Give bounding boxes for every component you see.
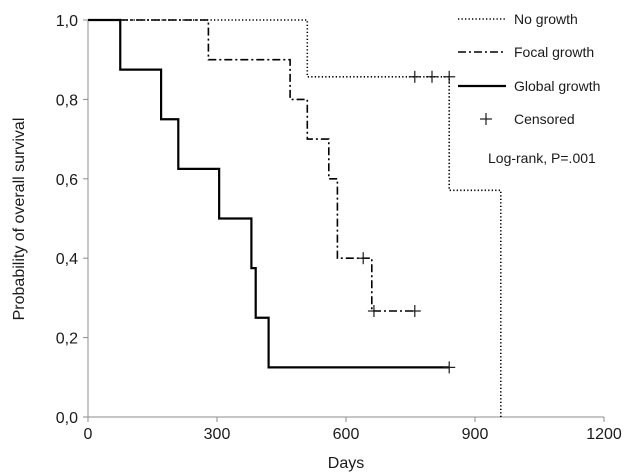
x-tick-label: 300 (204, 426, 231, 443)
x-tick-label: 900 (462, 426, 489, 443)
censor-mark-no-growth (408, 70, 421, 83)
y-axis-title: Probability of overall survival (11, 118, 28, 321)
censor-mark-focal-growth (408, 305, 421, 318)
legend-label-no-growth: No growth (514, 11, 578, 27)
log-rank-annotation: Log-rank, P=.001 (488, 150, 596, 166)
series-focal-growth (88, 19, 421, 318)
line-global-growth (88, 18, 450, 369)
y-tick-label: 0,2 (56, 331, 78, 348)
y-tick-label: 0,6 (56, 172, 78, 189)
legend-label-focal-growth: Focal growth (514, 44, 594, 60)
series-no-growth (88, 19, 502, 417)
y-tick-label: 0,4 (56, 251, 78, 268)
censor-mark-focal-growth (367, 305, 380, 318)
legend-label-global-growth: Global growth (514, 78, 600, 94)
x-tick-label: 600 (333, 426, 360, 443)
x-tick-label: 1200 (586, 426, 622, 443)
series-global-growth (88, 18, 456, 374)
axes: 0 300 600 900 1200 0,0 0,2 0,4 0,6 0,8 1,0 (56, 13, 622, 443)
censor-mark-global-growth (443, 361, 456, 374)
x-axis-title: Days (328, 455, 364, 472)
censor-mark-no-growth (426, 70, 438, 83)
series-layer (88, 18, 502, 417)
censor-mark-focal-growth (357, 252, 370, 265)
legend-label-censored: Censored (514, 111, 575, 127)
censor-mark-no-growth (443, 70, 456, 83)
x-tick-label: 0 (84, 426, 93, 443)
y-tick-label: 0,0 (56, 410, 78, 427)
legend-swatch-censored (480, 113, 492, 125)
legend: No growth Focal growth Global growth Censor… (458, 11, 600, 166)
y-tick-label: 1,0 (56, 13, 78, 30)
y-tick-label: 0,8 (56, 92, 78, 109)
line-no-growth (88, 19, 502, 417)
